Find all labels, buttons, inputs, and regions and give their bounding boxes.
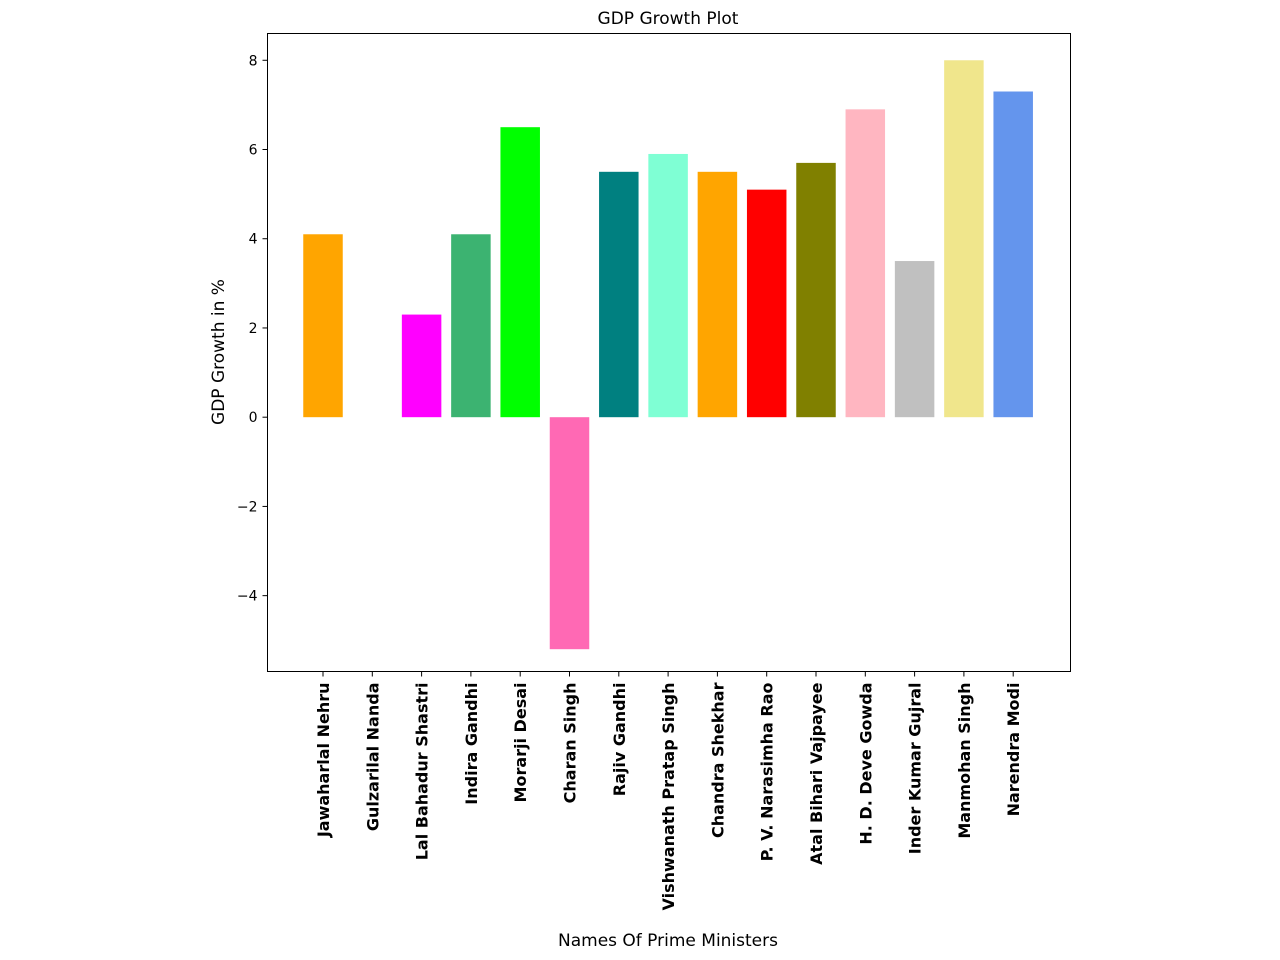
bar-10 [796, 162, 836, 418]
y-axis-label: GDP Growth in % [209, 279, 229, 425]
x-axis-label: Names Of Prime Ministers [558, 931, 778, 951]
bar-4 [500, 127, 540, 418]
x-tick-label-3: Indira Gandhi [462, 683, 481, 805]
x-tick-label-10: Atal Bihari Vajpayee [807, 682, 826, 865]
bar-7 [648, 153, 688, 418]
bar-13 [944, 60, 984, 418]
bar-3 [451, 234, 491, 418]
x-tick-label-9: P. V. Narasimha Rao [758, 682, 777, 861]
bar-14 [993, 91, 1033, 418]
bar-12 [894, 261, 935, 418]
x-tick-label-11: H. D. Deve Gowda [856, 683, 875, 845]
chart-title: GDP Growth Plot [598, 9, 739, 29]
y-axis-ticks: −4 −2 0 2 4 6 8 [237, 53, 268, 605]
x-tick-label-1: Gulzarilal Nanda [363, 683, 382, 832]
x-tick-label-8: Chandra Shekhar [708, 682, 727, 838]
x-axis-ticks: Jawaharlal Nehru Gulzarilal Nanda Lal Baha… [314, 671, 1023, 911]
y-tick-label-2: 0 [249, 410, 258, 426]
y-tick-label-4: 4 [249, 232, 258, 248]
y-tick-label-1: −2 [237, 499, 258, 515]
x-tick-label-13: Manmohan Singh [955, 683, 974, 839]
bar-9 [746, 189, 787, 418]
plot-frame [267, 33, 1071, 672]
bar-2 [401, 314, 442, 418]
bar-6 [599, 171, 639, 418]
x-tick-label-7: Vishwanath Pratap Singh [659, 683, 678, 911]
x-tick-label-0: Jawaharlal Nehru [314, 683, 333, 839]
x-tick-label-5: Charan Singh [561, 683, 580, 804]
x-tick-label-2: Lal Bahadur Shastri [413, 683, 432, 861]
y-tick-label-0: −4 [237, 589, 258, 605]
bar-0 [303, 234, 343, 418]
bar-8 [697, 171, 738, 418]
bar-11 [845, 109, 886, 418]
y-tick-label-5: 6 [249, 143, 258, 159]
x-tick-label-6: Rajiv Gandhi [610, 683, 629, 797]
x-tick-label-4: Morarji Desai [511, 683, 530, 803]
bars-group [303, 60, 1033, 650]
x-tick-label-14: Narendra Modi [1004, 683, 1023, 817]
bar-5 [549, 417, 590, 650]
y-tick-label-6: 8 [249, 53, 258, 69]
y-tick-label-3: 2 [249, 321, 258, 337]
x-tick-label-12: Inder Kumar Gujral [906, 683, 925, 855]
